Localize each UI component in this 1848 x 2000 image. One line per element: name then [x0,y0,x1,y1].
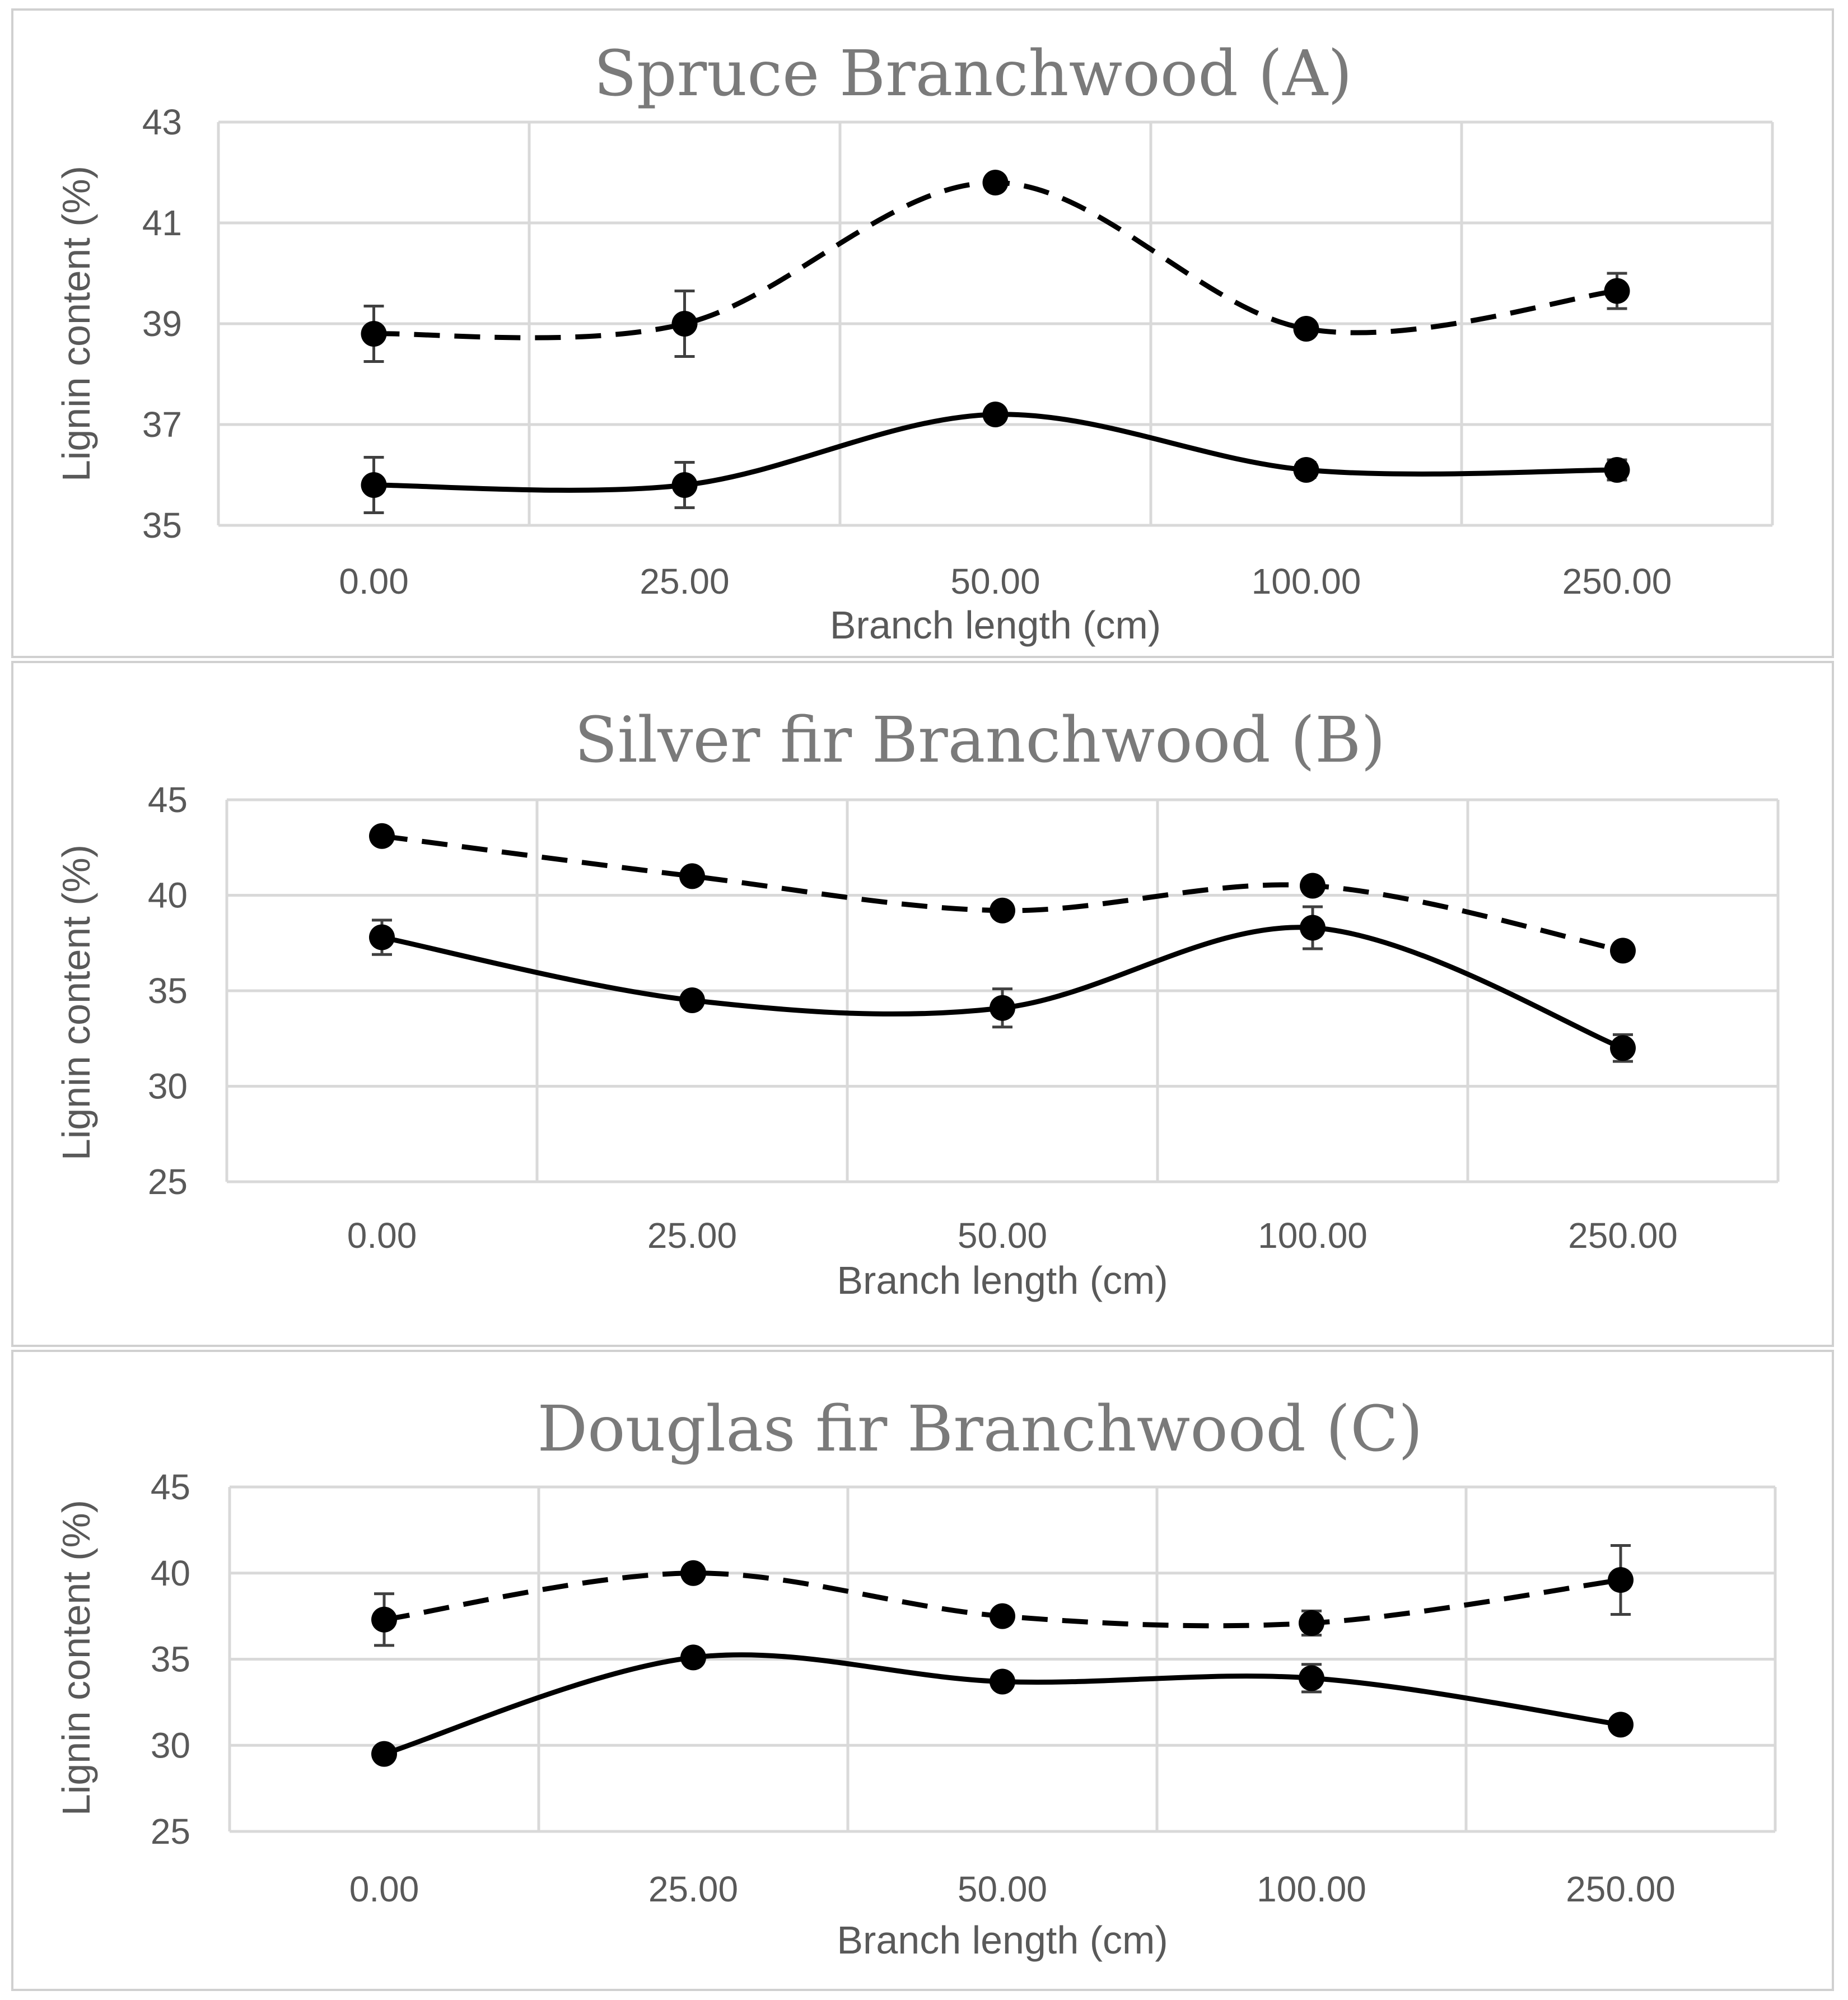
x-tick-label: 25.00 [648,1869,738,1909]
series-line-dashed [374,180,1618,341]
data-point [1604,457,1630,483]
data-point [369,823,395,849]
x-tick-label: 100.00 [1258,1215,1368,1256]
data-point [1608,1567,1634,1593]
y-tick-label: 40 [148,875,188,916]
x-axis-label: Branch length (cm) [837,1258,1168,1302]
data-point [679,863,705,889]
chart-title: Spruce Branchwood (A) [594,38,1352,110]
x-tick-label: 50.00 [950,561,1040,602]
data-point [990,897,1015,924]
x-tick-label: 250.00 [1562,561,1672,602]
data-point [982,170,1009,195]
data-point [982,402,1009,427]
data-point [990,1668,1015,1695]
y-axis-label: Lignin content (%) [54,166,98,482]
y-tick-label: 45 [151,1467,190,1507]
x-tick-label: 100.00 [1257,1869,1366,1909]
data-point [1300,915,1326,941]
data-point [679,987,705,1014]
chart-panel-c [11,1350,1834,1991]
data-point [371,1606,397,1633]
y-axis-label: Lignin content (%) [54,1500,98,1816]
y-tick-label: 45 [148,780,188,820]
data-point [671,311,698,337]
y-tick-label: 35 [151,1639,190,1680]
data-point [1300,873,1326,899]
data-point [1610,938,1636,964]
chart-b: Silver fir Branchwood (B) 25 30 35 40 45 0.00 2… [54,704,1780,1302]
chart-c: Douglas fir Branchwood (C) 25 30 35 40 45 0.00… [54,1393,1777,1962]
chart-panel-a [11,8,1834,658]
data-point [990,1603,1015,1629]
x-tick-label: 250.00 [1568,1215,1678,1256]
data-point [361,472,387,498]
y-tick-label: 35 [148,971,188,1011]
data-point [1293,457,1319,483]
y-tick-label: 30 [148,1066,188,1107]
data-point [1299,1610,1324,1636]
x-tick-label: 250.00 [1566,1869,1676,1909]
data-point [680,1560,706,1586]
y-tick-label: 30 [151,1725,190,1765]
data-point [671,472,698,498]
x-axis-label: Branch length (cm) [837,1918,1168,1962]
x-tick-label: 0.00 [347,1215,417,1256]
x-tick-label: 50.00 [958,1869,1047,1909]
data-point [1604,278,1630,304]
data-point [1608,1712,1634,1738]
data-point [361,321,387,347]
x-axis-label: Branch length (cm) [830,603,1161,647]
x-tick-label: 50.00 [958,1215,1047,1256]
y-axis-label: Lignin content (%) [54,845,98,1160]
data-point [369,924,395,950]
chart-a: Spruce Branchwood (A) 35 37 39 41 43 0.00 25.00… [54,38,1774,647]
x-tick-label: 0.00 [349,1869,419,1909]
y-tick-label: 25 [151,1811,190,1852]
x-tick-label: 100.00 [1252,561,1361,602]
y-tick-label: 25 [148,1162,188,1202]
y-tick-label: 41 [142,203,182,243]
x-tick-label: 25.00 [640,561,729,602]
chart-title: Silver fir Branchwood (B) [575,704,1385,777]
y-tick-label: 39 [142,304,182,344]
series-line-dashed [381,833,1623,953]
data-point [1299,1665,1324,1691]
data-point [990,995,1015,1021]
y-tick-label: 43 [142,102,182,142]
y-tick-label: 40 [151,1553,190,1593]
data-point [1293,316,1319,342]
data-point [371,1741,397,1767]
x-tick-label: 0.00 [339,561,409,602]
chart-title: Douglas fir Branchwood (C) [537,1393,1422,1466]
data-point [680,1644,706,1671]
y-tick-label: 37 [142,404,182,445]
y-tick-label: 35 [142,505,182,546]
data-point [1610,1035,1636,1061]
x-tick-label: 25.00 [647,1215,737,1256]
